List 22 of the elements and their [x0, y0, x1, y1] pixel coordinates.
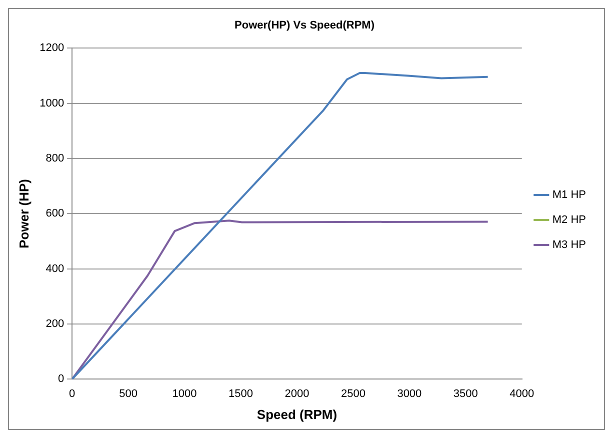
y-tick-label: 0 — [58, 373, 64, 386]
y-tick-label: 200 — [46, 318, 64, 330]
y-tick-label: 1000 — [40, 97, 64, 110]
y-tick-label: 800 — [46, 152, 64, 165]
y-tick-label: 1200 — [40, 42, 64, 54]
x-tick-label: 4000 — [510, 388, 534, 400]
legend-label: M1 HP — [552, 189, 586, 202]
y-tick-label: 400 — [46, 262, 64, 275]
chart-title: Power(HP) Vs Speed(RPM) — [234, 20, 375, 32]
x-tick-label: 2500 — [340, 388, 366, 400]
legend-label: M2 HP — [552, 214, 586, 226]
x-tick-label: 1000 — [172, 388, 197, 400]
x-tick-label: 3000 — [397, 388, 422, 400]
y-tick-label: 600 — [46, 208, 64, 220]
x-tick-label: 1500 — [228, 388, 253, 400]
x-axis-title: Speed (RPM) — [256, 406, 338, 422]
legend-label: M3 HP — [552, 239, 586, 252]
x-tick-label: 0 — [69, 388, 76, 400]
y-axis-title: Power (HP) — [16, 179, 32, 248]
x-tick-label: 500 — [119, 388, 138, 400]
x-tick-label: 2000 — [284, 388, 310, 400]
x-tick-label: 3500 — [453, 388, 478, 400]
